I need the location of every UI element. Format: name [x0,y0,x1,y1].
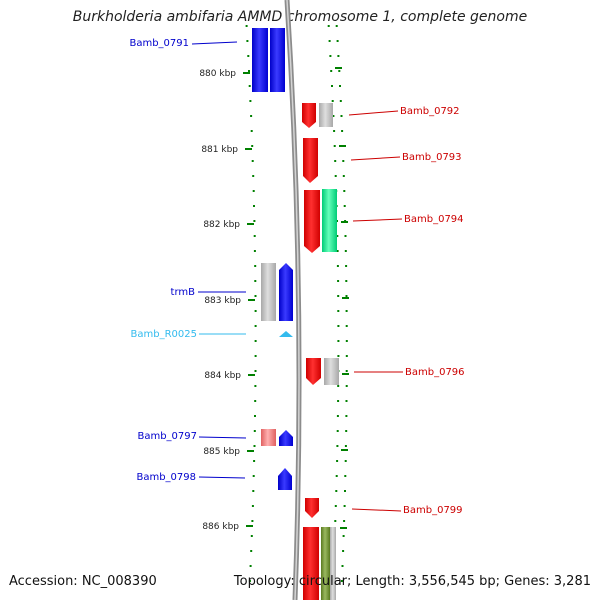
gene-bamb-0793[interactable] [303,138,318,183]
gene-label-bamb-0796[interactable]: Bamb_0796 [405,367,465,378]
chromosome-backbone-highlight [286,0,300,600]
gene-bamb-0794-neighbor [322,189,337,252]
scale-labels: 880 kbp 881 kbp 882 kbp 883 kbp 884 kbp … [199,69,241,532]
gene-label-bamb-0794[interactable]: Bamb_0794 [404,214,464,225]
gene-label-bamb-r0025[interactable]: Bamb_R0025 [131,329,197,340]
gene-label-bamb-0792[interactable]: Bamb_0792 [400,106,460,117]
genes [252,28,339,600]
label-leaders [191,41,403,512]
scale-label: 886 kbp [202,522,239,532]
gene-bamb-0792-neighbor [319,103,333,127]
gene-bottom-red [303,527,319,600]
gene-bamb-0796[interactable] [306,358,321,385]
gene-bamb-0796-neighbor [324,358,339,385]
scale-label: 885 kbp [203,447,240,457]
gene-bottom-olive [321,527,330,600]
gene-label-bamb-0799[interactable]: Bamb_0799 [403,505,463,516]
gene-bamb-0791-b[interactable] [270,28,285,92]
gene-label-bamb-0791[interactable]: Bamb_0791 [129,38,189,49]
scale-ticks-left [245,25,257,582]
map-title: Burkholderia ambifaria AMMD chromosome 1… [72,9,528,25]
scale-label: 884 kbp [204,371,241,381]
gene-label-trmb[interactable]: trmB [171,287,196,298]
gene-bamb-0792[interactable] [302,103,316,128]
gene-bamb-0791-a[interactable] [252,28,268,92]
gene-bamb-0797-neighbor [261,429,276,446]
gene-bamb-0798[interactable] [278,468,292,490]
gene-bottom-gray [330,527,336,600]
scale-label: 880 kbp [199,69,236,79]
gene-bamb-0797[interactable] [279,430,293,446]
gene-label-bamb-0797[interactable]: Bamb_0797 [137,431,197,442]
scale-label: 881 kbp [201,145,238,155]
gene-labels: Bamb_0791 Bamb_0792 Bamb_0793 Bamb_0794 … [129,38,464,516]
major-ticks [243,67,349,529]
gene-bamb-r0025[interactable] [279,331,293,337]
gene-trmb-neighbor [261,263,276,321]
scale-ticks-right-outer [335,25,348,582]
gene-trmb[interactable] [279,263,293,321]
gene-label-bamb-0793[interactable]: Bamb_0793 [402,152,462,163]
accession-text: Accession: NC_008390 [9,574,157,589]
gene-label-bamb-0798[interactable]: Bamb_0798 [136,472,196,483]
scale-label: 882 kbp [203,220,240,230]
gene-bamb-0794[interactable] [304,190,320,253]
gene-bamb-0799[interactable] [305,498,319,518]
scale-label: 883 kbp [204,296,241,306]
topology-text: Topology: circular; Length: 3,556,545 bp… [233,574,591,589]
